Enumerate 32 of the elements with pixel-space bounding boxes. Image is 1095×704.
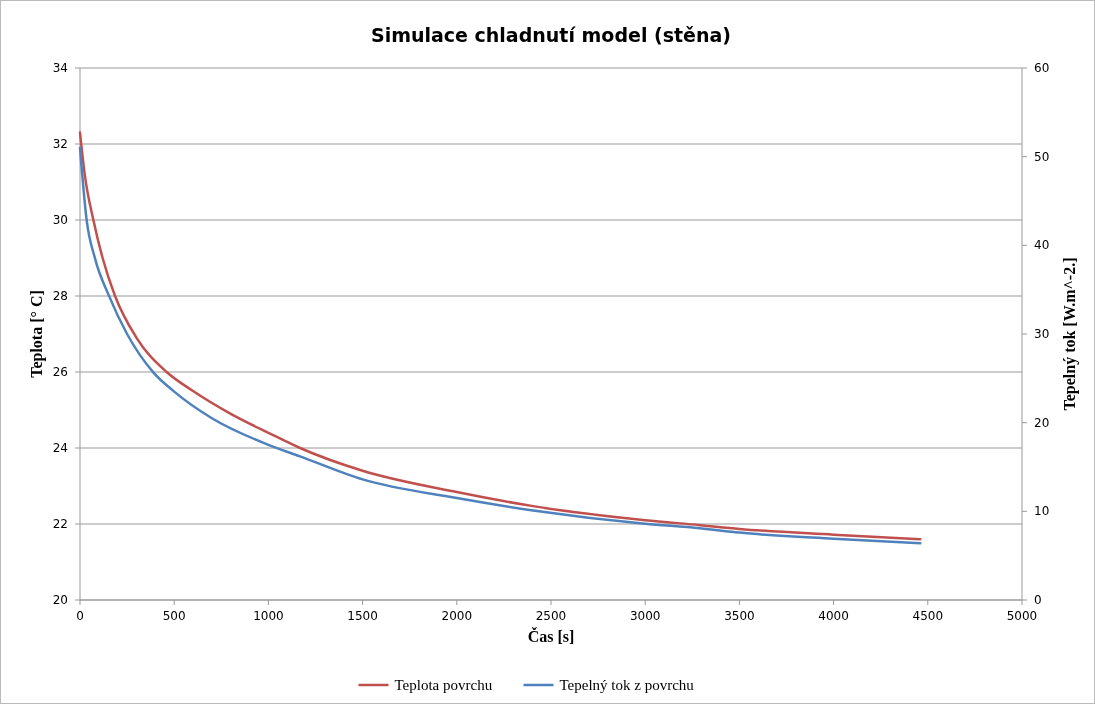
legend-label: Tepelný tok z povrchu [559, 677, 695, 693]
y2-tick-label: 50 [1034, 149, 1050, 164]
y-tick-label: 34 [52, 61, 68, 75]
x-tick-label: 1500 [347, 609, 378, 623]
x-tick-label: 2000 [441, 609, 473, 623]
y2-axis-title: Tepelný tok [W.m^-2.] [1061, 257, 1079, 411]
x-axis-title: Čas [s] [527, 627, 575, 645]
y2-tick-label: 40 [1034, 238, 1050, 253]
x-tick-label: 3000 [629, 609, 661, 623]
x-tick-label: 3500 [724, 609, 755, 623]
x-tick-label: 500 [162, 609, 186, 623]
y-axis-title: Teplota [° C] [28, 290, 46, 378]
x-tick-label: 4500 [912, 609, 944, 623]
x-tick-label: 4000 [818, 609, 849, 623]
y2-tick-label: 20 [1034, 415, 1050, 430]
y2-tick-label: 30 [1034, 327, 1050, 341]
y-tick-label: 20 [52, 593, 68, 607]
legend-label: Teplota povrchu [394, 677, 493, 693]
x-tick-label: 1000 [253, 609, 284, 623]
y-tick-label: 28 [52, 289, 68, 303]
x-tick-label: 0 [76, 609, 84, 623]
y-tick-label: 22 [52, 517, 68, 531]
chart-title: Simulace chladnutí model (stěna) [370, 24, 732, 46]
x-tick-label: 2500 [535, 609, 567, 623]
y-tick-label: 24 [52, 441, 68, 455]
y-tick-label: 30 [52, 213, 68, 227]
y2-tick-label: 0 [1034, 593, 1042, 607]
x-tick-label: 5000 [1006, 609, 1038, 623]
y-tick-label: 32 [52, 137, 68, 151]
y-tick-label: 26 [52, 365, 68, 379]
y2-tick-label: 60 [1034, 61, 1050, 75]
y2-tick-label: 10 [1034, 504, 1050, 519]
